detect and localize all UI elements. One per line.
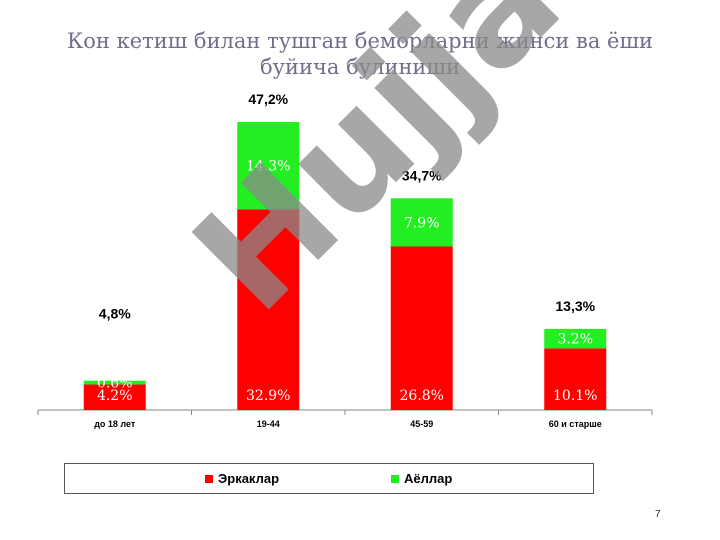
legend-label-women: Аёллар	[404, 471, 453, 486]
x-tick-label: 60 и старше	[549, 419, 602, 429]
legend-swatch-women	[391, 474, 399, 483]
total-label: 4,8%	[99, 306, 131, 322]
data-label-men: 32.9%	[246, 388, 290, 404]
legend-item-men: Эркаклар	[205, 471, 279, 486]
total-label: 13,3%	[555, 298, 595, 314]
x-tick-label: 19-44	[257, 419, 280, 429]
data-label-men: 4.2%	[97, 388, 133, 404]
bar-segment-women	[83, 380, 146, 385]
data-label-women: 0.6%	[97, 376, 133, 392]
x-tick-label: 45-59	[410, 419, 433, 429]
bar-segment-women	[544, 328, 607, 349]
data-label-men: 26.8%	[400, 388, 444, 404]
legend-swatch-men	[205, 474, 213, 483]
chart-title: Кон кетиш билан тушган беморларни жинси …	[67, 29, 653, 79]
bar-segment-men	[544, 348, 607, 410]
data-label-women: 3.2%	[557, 332, 593, 348]
bar-segment-women	[390, 198, 453, 247]
data-label-women: 7.9%	[404, 215, 440, 231]
legend-label-men: Эркаклар	[218, 471, 280, 486]
bar-segment-men	[237, 209, 300, 410]
data-label-women: 14.3%	[246, 159, 290, 175]
bar-segment-women	[237, 122, 300, 210]
page-number: 7	[655, 509, 661, 520]
x-tick-label: до 18 лет	[94, 419, 136, 429]
total-label: 34,7%	[402, 167, 442, 183]
bar-segment-men	[83, 384, 146, 410]
data-label-men: 10.1%	[553, 388, 597, 404]
bar-segment-men	[390, 246, 453, 410]
legend-item-women: Аёллар	[391, 471, 452, 486]
chart-legend: Эркаклар Аёллар	[64, 463, 594, 494]
total-label: 47,2%	[248, 91, 288, 107]
